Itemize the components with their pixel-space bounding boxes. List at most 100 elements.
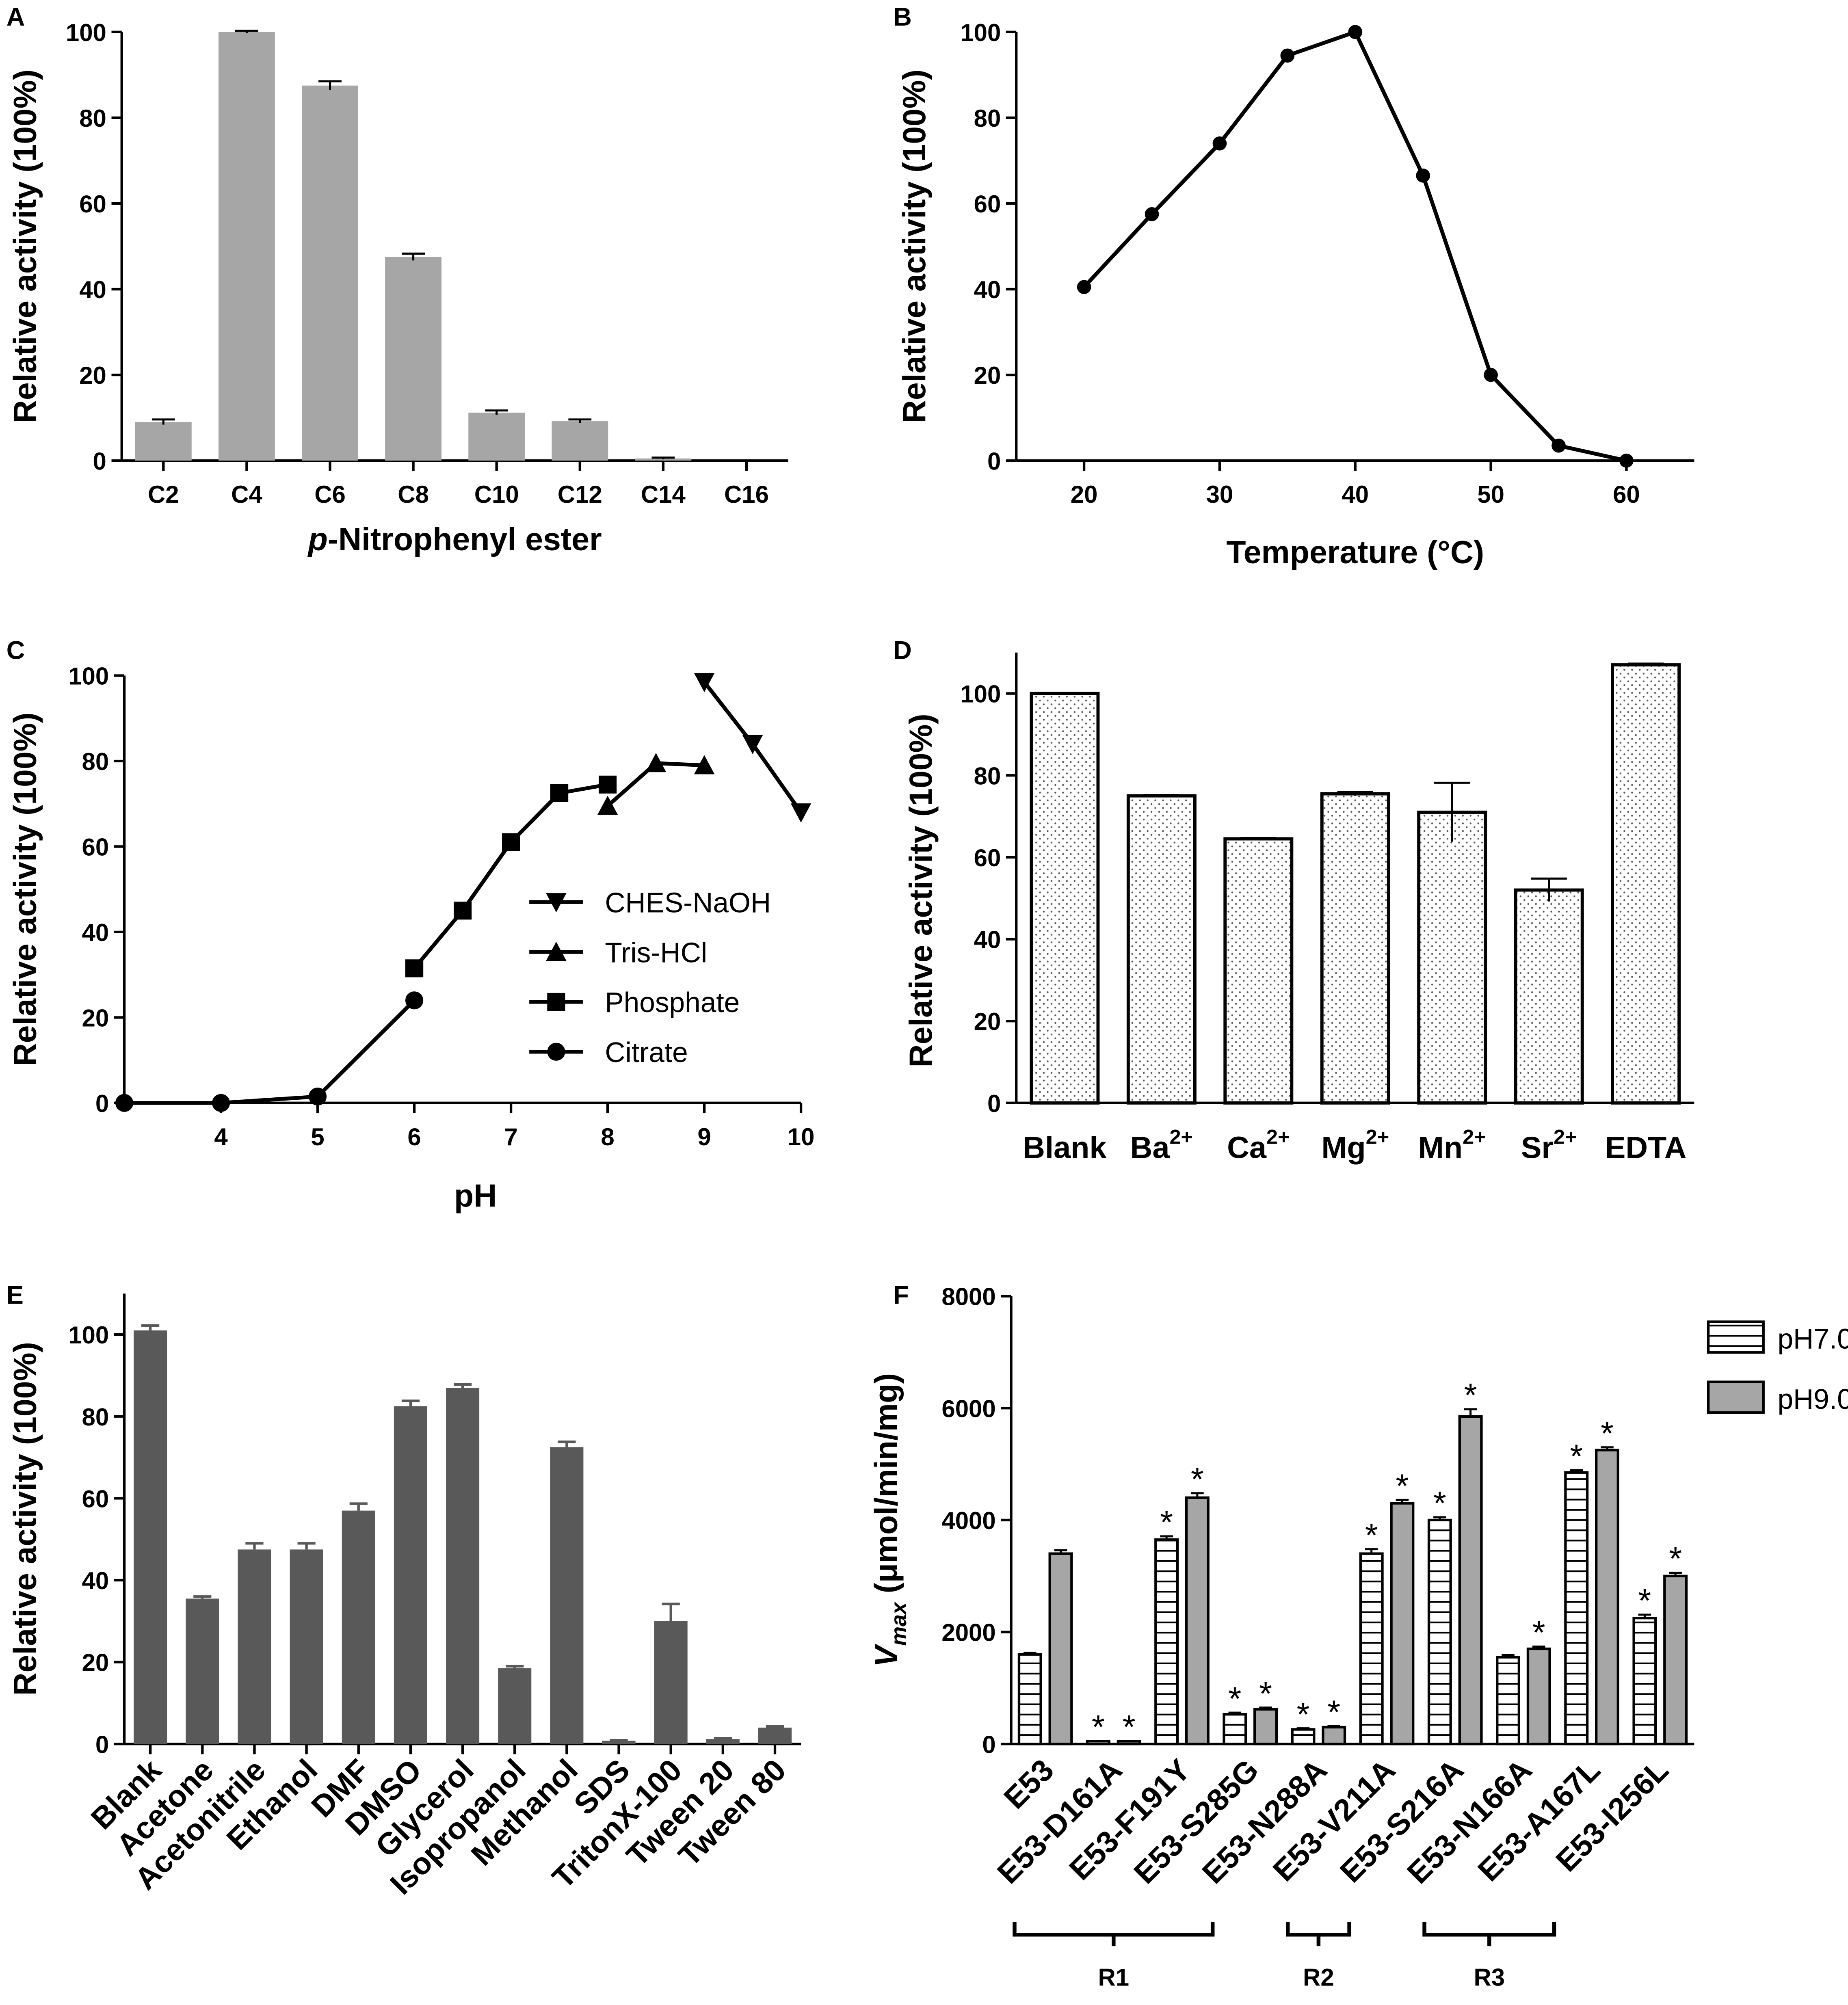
bar (1185, 1496, 1210, 1745)
panel-letter: D (893, 636, 912, 665)
marker-circle (547, 1043, 565, 1061)
legend-swatch (1707, 1380, 1765, 1414)
bar (468, 413, 525, 461)
bracket-line (1422, 1922, 1556, 1937)
y-tick-label: 20 (82, 1004, 109, 1032)
legend: pH7.0 pH9.0 (1707, 1320, 1848, 1415)
series-line (124, 999, 416, 1105)
x-tick-label-base: EDTA (1605, 1130, 1686, 1165)
bar (1514, 888, 1584, 1105)
y-tick-label: 100 (68, 663, 109, 690)
bar (552, 421, 608, 461)
bar (385, 257, 442, 461)
bar (1253, 1708, 1278, 1745)
bar (498, 1668, 532, 1744)
panel-letter: F (893, 1281, 909, 1310)
y-axis-title-main: V (868, 1643, 904, 1667)
x-tick-label-base: Ca (1227, 1130, 1267, 1165)
x-axis-title: pH (454, 1178, 497, 1213)
x-tick-label-sup: 2+ (1266, 1125, 1290, 1148)
bracket-line (1013, 1922, 1215, 1937)
y-tick-label: 100 (68, 1322, 109, 1349)
legend-label: Citrate (605, 1036, 688, 1068)
x-tick-label: 8 (601, 1123, 614, 1151)
bar (1417, 811, 1487, 1105)
x-tick-label: C2 (148, 481, 179, 508)
panel-letter: E (6, 1281, 24, 1310)
data-point (1552, 438, 1566, 453)
x-tick-label: EDTA (1605, 1130, 1686, 1165)
marker-triangle-down (546, 893, 567, 913)
x-tick-label-sup: 2+ (1366, 1125, 1389, 1148)
marker-triangle-up (597, 796, 618, 815)
marker-circle (308, 1087, 327, 1106)
y-tick-label: 80 (79, 105, 106, 132)
bar (1663, 1575, 1688, 1745)
significance-star: * (1638, 1583, 1651, 1620)
bar (1427, 1518, 1452, 1745)
x-tick-label: 10 (788, 1123, 815, 1151)
x-tick-label: 9 (697, 1123, 711, 1151)
x-tick-label: C16 (724, 481, 769, 508)
significance-star: * (1160, 1504, 1173, 1541)
marker-triangle-up (694, 755, 715, 774)
y-tick-label: 0 (95, 1090, 109, 1117)
x-tick-label: 6 (407, 1123, 421, 1151)
y-axis-title: Relative activity (100%) (896, 69, 932, 423)
y-tick-label: 60 (974, 190, 1001, 218)
significance-star: * (1191, 1461, 1204, 1498)
x-tick-label: 4 (214, 1123, 227, 1151)
significance-star: * (1570, 1438, 1583, 1475)
bar (1126, 794, 1197, 1105)
x-tick-label: 5 (311, 1123, 324, 1151)
y-tick-label: 0 (93, 448, 106, 475)
significance-star: * (1228, 1681, 1241, 1717)
marker-triangle-down (742, 735, 763, 755)
legend-label: Phosphate (605, 986, 740, 1018)
marker-triangle-up (546, 941, 567, 961)
panel-c: C 0 20 40 60 80 100 4 5 6 7 8 9 10 CHES-NaOH Tris-HCl Ph… (6, 636, 815, 1213)
y-tick-label: 60 (79, 190, 106, 218)
bar (550, 1447, 584, 1744)
x-tick-label: 60 (1613, 481, 1640, 508)
significance-star: * (1396, 1468, 1409, 1505)
y-tick-label: 80 (974, 105, 1001, 132)
significance-star: * (1464, 1377, 1477, 1414)
bar (1359, 1552, 1384, 1745)
x-tick-label: C10 (474, 481, 519, 508)
y-tick-label: 20 (974, 362, 1001, 389)
group-label: R3 (1474, 1964, 1505, 1991)
series-line (1082, 29, 1627, 463)
x-tick-label: 40 (1342, 481, 1369, 508)
y-axis-title: Relative activity (100%) (7, 69, 43, 423)
panel-e: E020406080100BlankAcetoneAcetonitrileEth… (6, 1281, 801, 1901)
y-tick-label: 2000 (941, 1619, 995, 1646)
significance-star: * (1532, 1614, 1545, 1651)
marker-circle (212, 1094, 230, 1112)
x-axis-title-rest: -Nitrophenyl ester (328, 521, 602, 557)
y-tick-label: 80 (82, 748, 109, 775)
bar (342, 1510, 375, 1744)
legend-label: Tris-HCl (605, 937, 707, 968)
legend: CHES-NaOH Tris-HCl Phosphate Citrate (529, 887, 771, 1068)
significance-star: * (1297, 1696, 1310, 1733)
y-tick-label: 100 (960, 19, 1001, 46)
y-tick-label: 80 (82, 1404, 109, 1431)
bar (186, 1598, 219, 1744)
bracket-line (1285, 1922, 1351, 1937)
marker-square (502, 833, 520, 851)
data-point (1212, 136, 1227, 151)
bar (1611, 663, 1681, 1105)
data-point (1280, 48, 1295, 63)
panel-b: B 0 20 40 60 80 100 20 30 40 50 60 Temperature (°C) R… (893, 3, 1694, 570)
x-tick-label: Sr2+ (1521, 1125, 1577, 1165)
y-tick-label: 6000 (941, 1395, 995, 1422)
data-point (1416, 169, 1430, 183)
legend-label: CHES-NaOH (605, 887, 771, 918)
y-tick-label: 40 (974, 926, 1001, 954)
marker-triangle-up (645, 753, 666, 772)
significance-star: * (1123, 1709, 1136, 1745)
x-tick-label-sup: 2+ (1554, 1125, 1577, 1148)
